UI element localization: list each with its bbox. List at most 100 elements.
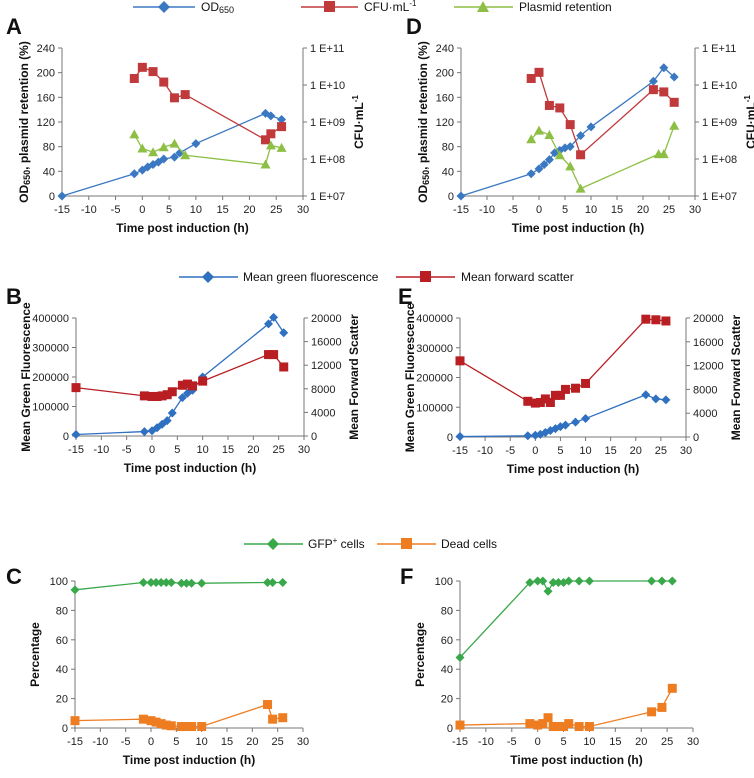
- data-point-gfp: [584, 576, 594, 586]
- y-tick-label: 200000: [32, 372, 69, 384]
- data-point-scatter: [264, 350, 274, 360]
- x-tick-label: 0: [536, 204, 542, 216]
- data-point-gfp: [564, 576, 574, 586]
- data-point-plasmid: [180, 150, 191, 160]
- series-line-gfp: [459, 580, 673, 658]
- y2-tick-label: 4000: [311, 407, 335, 419]
- panel-e: E-15 -10 -5 0 5 10 15 20 25 300100000200000300000…: [398, 284, 743, 476]
- data-point-cfu: [129, 73, 139, 83]
- data-point-dead: [548, 722, 558, 732]
- y2-tick-label: 1 E+07: [310, 191, 345, 203]
- y-tick-label: 300000: [416, 343, 453, 355]
- legend-od-label: OD650: [201, 0, 234, 15]
- data-point-fluo: [455, 432, 465, 442]
- x-tick-label: 30: [297, 736, 309, 748]
- data-point-scatter: [545, 397, 555, 407]
- x-tick-label: 20: [247, 444, 259, 456]
- x-tick-label: 20: [635, 736, 647, 748]
- series-line-scatter: [75, 353, 285, 398]
- panel-d: D -15 -10 -5 0 5 10 15 20 25 30 0 40 80 120 160 200 240 1 …: [406, 14, 754, 235]
- x-tick-label: 20: [630, 445, 642, 457]
- axes: [61, 48, 303, 197]
- y-tick-label: 240: [436, 43, 454, 55]
- data-point-scatter: [555, 390, 565, 400]
- x-tick-label: -15: [54, 204, 70, 216]
- series-line-od: [61, 112, 282, 197]
- data-point-od: [565, 142, 575, 152]
- data-point-od: [129, 169, 139, 179]
- y2-axis-label: Mean Forward Scatter: [347, 314, 361, 440]
- data-point-gfp: [667, 576, 677, 586]
- data-point-dead: [156, 719, 166, 729]
- y-tick-label: 80: [56, 605, 68, 617]
- data-point-scatter: [641, 314, 651, 324]
- data-point-scatter: [167, 387, 177, 397]
- panel-letter-b: B: [6, 284, 22, 309]
- y2-tick-label: 0: [311, 431, 317, 443]
- data-point-dead: [151, 717, 161, 727]
- x-tick-label: 25: [273, 444, 285, 456]
- x-tick-label: 5: [166, 204, 172, 216]
- data-point-cfu: [576, 150, 586, 160]
- y-tick-label: 0: [63, 431, 69, 443]
- data-point-dead: [263, 699, 273, 709]
- data-point-scatter: [198, 376, 208, 386]
- data-point-plasmid: [658, 149, 669, 159]
- data-point-dead: [543, 713, 553, 723]
- y2-tick-label: 8000: [693, 384, 717, 396]
- y-tick-label: 0: [448, 191, 454, 203]
- x-tick-label: -10: [478, 736, 494, 748]
- data-point-od: [277, 115, 287, 125]
- x-tick-label: 30: [298, 444, 310, 456]
- y-tick-label: 100000: [416, 402, 453, 414]
- data-point-scatter: [182, 379, 192, 389]
- x-tick-label: 25: [663, 204, 675, 216]
- y-tick-label: 80: [43, 142, 55, 154]
- data-point-od: [669, 72, 679, 82]
- data-point-dead: [657, 702, 667, 712]
- data-point-gfp: [574, 576, 584, 586]
- data-point-od: [586, 122, 596, 132]
- data-point-dead: [553, 722, 563, 732]
- y2-tick-label: 0: [693, 432, 699, 444]
- data-point-plasmid: [260, 159, 271, 169]
- data-point-cfu: [277, 122, 287, 132]
- y-tick-label: 160: [436, 92, 454, 104]
- data-point-dead: [181, 722, 191, 732]
- panel-letter-d: D: [406, 14, 422, 39]
- data-point-scatter: [162, 390, 172, 400]
- data-point-scatter: [147, 391, 157, 401]
- data-point-gfp: [151, 577, 161, 587]
- x-tick-label: 5: [562, 204, 568, 216]
- data-point-od: [539, 160, 549, 170]
- panel-letter-a: A: [6, 14, 22, 39]
- data-point-scatter: [523, 396, 533, 406]
- data-point-gfp: [278, 577, 288, 587]
- data-point-gfp: [263, 577, 273, 587]
- data-point-plasmid: [158, 142, 169, 152]
- data-point-cfu: [159, 77, 169, 87]
- data-point-od: [544, 155, 554, 165]
- x-tick-label: -15: [68, 444, 84, 456]
- data-point-dead: [667, 683, 677, 693]
- data-point-cfu: [526, 73, 536, 83]
- y-tick-label: 400000: [416, 313, 453, 325]
- y2-tick-label: 16000: [693, 337, 724, 349]
- axes: [75, 318, 304, 437]
- data-point-gfp: [268, 577, 278, 587]
- x-axis-label: Time post induction (h): [510, 753, 642, 767]
- data-point-fluo: [71, 430, 81, 440]
- data-point-gfp: [538, 576, 548, 586]
- data-point-cfu: [169, 93, 179, 103]
- series-line-cfu: [133, 66, 282, 141]
- data-point-dead: [176, 722, 186, 732]
- x-tick-label: 0: [149, 444, 155, 456]
- data-point-plasmid: [575, 183, 586, 193]
- x-tick-label: 10: [197, 444, 209, 456]
- y-tick-label: 200000: [416, 373, 453, 385]
- data-point-cfu: [137, 62, 147, 72]
- data-point-gfp: [647, 576, 657, 586]
- x-tick-label: -10: [92, 736, 108, 748]
- y-tick-label: 0: [62, 723, 68, 735]
- data-point-gfp: [657, 576, 667, 586]
